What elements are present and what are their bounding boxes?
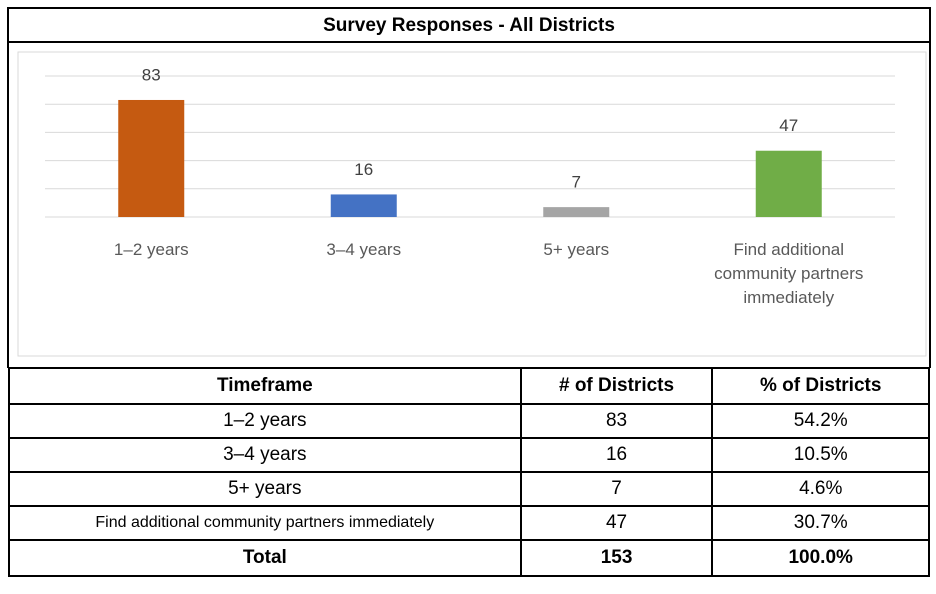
- x-tick-label: Find additional community partners immed…: [714, 240, 864, 307]
- table-row: 5+ years 7 4.6%: [8, 471, 930, 507]
- table-row: Timeframe # of Districts% of Districts: [8, 367, 930, 405]
- table-cell: 47: [519, 505, 714, 541]
- table-row: Total 153 100.0%: [8, 539, 930, 577]
- table-row: 1–2 years 83 54.2%: [8, 403, 930, 439]
- bar: [755, 150, 822, 217]
- table-cell: 30.7%: [711, 505, 930, 541]
- bar: [118, 99, 185, 217]
- table-cell: 10.5%: [711, 437, 930, 473]
- table-cell: 100.0%: [711, 539, 930, 577]
- table-cell: 83: [519, 403, 714, 439]
- x-tick-label: 3–4 years: [326, 240, 402, 259]
- table-cell: Find additional community partners immed…: [8, 505, 522, 541]
- chart-title: Survey Responses - All Districts: [323, 15, 615, 36]
- x-tick-label: 1–2 years: [113, 240, 189, 259]
- table-cell: % of Districts: [711, 367, 930, 405]
- table-cell: 3–4 years: [8, 437, 522, 473]
- table-cell: 16: [519, 437, 714, 473]
- data-label: 47: [779, 116, 798, 135]
- x-tick-label: 5+ years: [543, 240, 610, 259]
- data-table: Timeframe # of Districts% of Districts 1–2…: [8, 367, 930, 577]
- table-cell: 4.6%: [711, 471, 930, 507]
- table-cell: 1–2 years: [8, 403, 522, 439]
- bar: [543, 207, 610, 217]
- table-cell: 153: [519, 539, 714, 577]
- data-label: 7: [572, 173, 581, 192]
- table-cell: 7: [519, 471, 714, 507]
- data-label: 83: [142, 65, 161, 84]
- table-cell: # of Districts: [519, 367, 714, 405]
- table-cell: Timeframe: [8, 367, 522, 405]
- plot-frame: [17, 51, 927, 357]
- chart: Survey Responses - All Districts 83 16 7 47: [7, 7, 931, 368]
- table-cell: 5+ years: [8, 471, 522, 507]
- table-cell: Total: [8, 539, 522, 577]
- data-label: 16: [354, 160, 373, 179]
- table-row: Find additional community partners immed…: [8, 505, 930, 541]
- table-row: 3–4 years 16 10.5%: [8, 437, 930, 473]
- bar: [330, 194, 397, 217]
- table-cell: 54.2%: [711, 403, 930, 439]
- frame: [7, 7, 931, 368]
